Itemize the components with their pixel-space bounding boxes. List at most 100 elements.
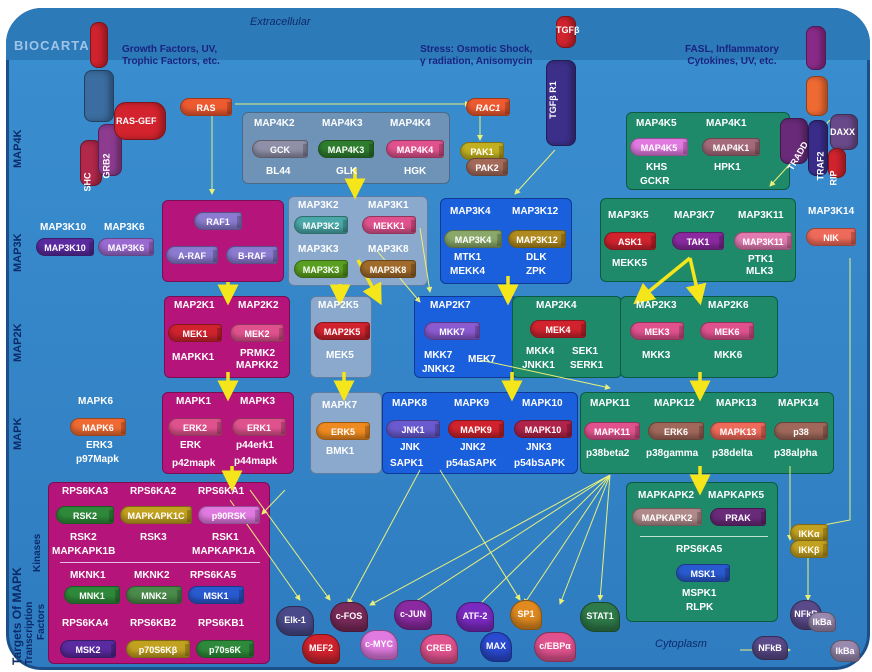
rps6ka2-header: RPS6KA2 [130, 486, 177, 497]
ras-protein: RAS [180, 98, 232, 116]
b-raf-pill: B-RAF [226, 246, 278, 264]
prak-pill: PRAK [710, 508, 766, 526]
mapkk1-label: MAPKK1 [172, 352, 215, 363]
rip-protein [828, 148, 846, 178]
extracellular-label: Extracellular [250, 16, 311, 28]
a-raf-pill: A-RAF [166, 246, 218, 264]
jnkk1-label: JNKK1 [522, 360, 555, 371]
mapk11-header: MAPK11 [590, 398, 631, 409]
tf-cebpa: c/EBPα [534, 632, 576, 662]
map3k11-header: MAP3K11 [738, 210, 784, 221]
p70s6kb-pill: p70S6Kβ [126, 640, 190, 658]
growth-factor-receptor-stalk [84, 70, 114, 122]
ras-gef-label: RAS-GEF [116, 116, 157, 126]
rps6kb1-header: RPS6KB1 [198, 618, 245, 629]
p54asapk-label: p54aSAPK [446, 458, 497, 469]
gckr-label: GCKR [640, 176, 670, 187]
mek1-pill: MEK1 [168, 324, 222, 342]
tf-max: MAX [480, 632, 512, 662]
mapk6-pill: MAPK6 [70, 418, 126, 436]
tgfbr1-receptor [546, 60, 576, 146]
map4k1-header: MAP4K1 [706, 118, 747, 129]
tradd-protein [780, 118, 808, 164]
msk1-pill-left: MSK1 [188, 586, 244, 604]
rps6ka5-header-right: RPS6KA5 [676, 544, 723, 555]
map3k4-pill: MAP3K4 [444, 230, 502, 248]
bl44-label: BL44 [266, 166, 291, 177]
fasl-ligand [806, 26, 826, 70]
rsk2-label: RSK2 [70, 532, 97, 543]
tf-stat1: STAT1 [580, 602, 620, 632]
serk1-label: SERK1 [570, 360, 604, 371]
tf-elk1: Elk-1 [276, 606, 314, 636]
map3k2-header: MAP3K2 [298, 200, 339, 211]
rps6ka4-header: RPS6KA4 [62, 618, 109, 629]
tak1-pill: TAK1 [672, 232, 724, 250]
mapkapk2-pill: MAPKAPK2 [632, 508, 702, 526]
ptk1-label: PTK1 [748, 254, 774, 265]
mapk14-header: MAPK14 [778, 398, 819, 409]
msk1-pill-right: MSK1 [676, 564, 730, 582]
mapk13-pill: MAPK13 [710, 422, 766, 440]
mkk7-label: MKK7 [424, 350, 453, 361]
mtk1-label: MTK1 [454, 252, 482, 263]
map4k4-header: MAP4K4 [390, 118, 431, 129]
mapk9-header: MAPK9 [454, 398, 490, 409]
traf2-protein [808, 120, 828, 176]
sek1-label: SEK1 [572, 346, 599, 357]
erk6-pill: ERK6 [648, 422, 704, 440]
mapk7-header: MAPK7 [322, 400, 358, 411]
mapkapk1c-pill: MAPKAPK1C [120, 506, 192, 524]
mknk1-header: MKNK1 [70, 570, 106, 581]
erk1-pill: ERK1 [232, 418, 286, 436]
dlk-label: DLK [526, 252, 547, 263]
map2k5-pill: MAP2K5 [314, 322, 370, 340]
ask1-pill: ASK1 [604, 232, 656, 250]
map3k6-pill: MAP3K6 [98, 238, 154, 256]
mek2-pill: MEK2 [230, 324, 284, 342]
map3k11-pill: MAP3K11 [734, 232, 792, 250]
ras-gef-protein [114, 102, 166, 140]
map3k8-header: MAP3K8 [368, 244, 409, 255]
map3k6-header: MAP3K6 [104, 222, 145, 233]
hgk-label: HGK [404, 166, 427, 177]
cell-membrane [6, 8, 870, 60]
mkk3-label: MKK3 [642, 350, 671, 361]
jnk-label: JNK [400, 442, 421, 453]
ikba-complex: IkBa [808, 612, 836, 632]
rlpk-label: RLPK [686, 602, 714, 613]
p38-pill: p38 [774, 422, 828, 440]
p38delta-label: p38delta [712, 448, 753, 459]
nfkb-free: NFkB [752, 636, 788, 660]
targets-divider [60, 562, 260, 563]
p38alpha-label: p38alpha [774, 448, 818, 459]
map3k10-header: MAP3K10 [40, 222, 87, 233]
map4k3-pill: MAP4K3 [318, 140, 374, 158]
tf-mef2: MEF2 [302, 634, 340, 664]
p38beta2-label: p38beta2 [586, 448, 630, 459]
jnk3-label: JNK3 [526, 442, 552, 453]
tf-cjun: c-JUN [394, 600, 432, 630]
mekk4-label: MEKK4 [450, 266, 486, 277]
map3k12-pill: MAP3K12 [508, 230, 566, 248]
mapk9-pill: MAPK9 [448, 420, 504, 438]
p70s6k-pill: p70s6K [196, 640, 254, 658]
tgfbr1-label: TGFβ R1 [547, 81, 558, 119]
erk2-pill: ERK2 [168, 418, 222, 436]
mknk2-header: MKNK2 [134, 570, 170, 581]
rps6kb2-header: RPS6KB2 [130, 618, 177, 629]
mapk8-header: MAPK8 [392, 398, 428, 409]
map2k7-header: MAP2K7 [430, 300, 471, 311]
bmk1-label: BMK1 [326, 446, 355, 457]
mapkapk5-header: MAPKAPK5 [708, 490, 765, 501]
ikkb-pill: IKKβ [790, 540, 828, 558]
mapk13-header: MAPK13 [716, 398, 757, 409]
mspk1-label: MSPK1 [682, 588, 717, 599]
map4k3-header: MAP4K3 [322, 118, 363, 129]
gck-pill: GCK [252, 140, 308, 158]
map3k5-header: MAP3K5 [608, 210, 649, 221]
map2k4-header: MAP2K4 [536, 300, 577, 311]
map4k5-pill: MAP4K5 [630, 138, 688, 156]
rps6ka3-header: RPS6KA3 [62, 486, 109, 497]
rip-label: RIP [828, 170, 839, 186]
